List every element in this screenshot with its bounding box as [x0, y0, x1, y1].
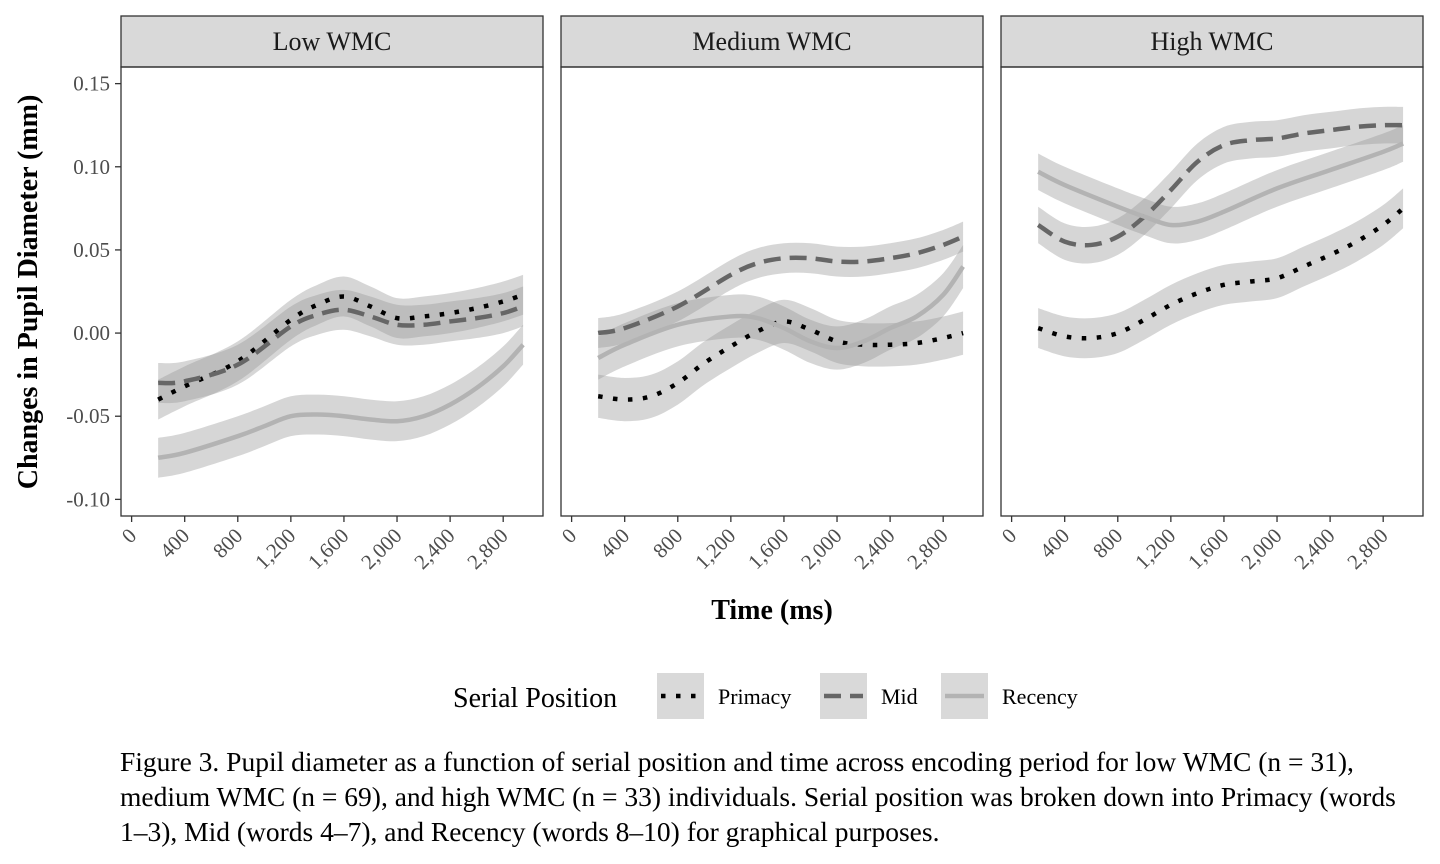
legend-title: Serial Position — [453, 683, 617, 714]
x-tick-label: 2,000 — [796, 524, 846, 574]
x-tick-label: 1,600 — [303, 524, 353, 574]
panel-border — [560, 66, 984, 517]
y-axis-title: Changes in Pupil Diameter (mm) — [13, 95, 44, 490]
x-tick-label: 2,400 — [1289, 524, 1339, 574]
x-tick-label: 400 — [155, 524, 194, 563]
x-tick-label: 0 — [557, 524, 581, 548]
faceted-line-chart: Changes in Pupil Diameter (mm) -0.10 -0.05… — [13, 15, 1424, 719]
confidence-band-recency — [1038, 125, 1404, 244]
figure-caption: Figure 3. Pupil diameter as a function o… — [120, 746, 1396, 847]
legend: Serial Position Primacy Mid Recency — [453, 673, 1078, 719]
x-tick-label: 400 — [1035, 524, 1074, 563]
panel-high-wmc: High WMC 0 400 800 1,200 1,600 2,000 2,400 2,800 — [997, 15, 1424, 574]
x-axis: 0 400 800 1,200 1,600 2,000 2,400 2,800 — [117, 516, 513, 574]
series-line-recency — [597, 265, 965, 361]
x-tick-label: 2,000 — [356, 524, 406, 574]
x-tick-label: 1,200 — [690, 524, 740, 574]
series-line-primacy — [1037, 206, 1405, 341]
legend-label-recency: Recency — [1002, 684, 1078, 709]
confidence-band-mid — [598, 221, 964, 349]
x-tick-label: 0 — [117, 524, 141, 548]
confidence-band-mid — [158, 286, 524, 404]
x-tick-label: 400 — [595, 524, 634, 563]
x-tick-label: 800 — [208, 524, 247, 563]
facet-strip-label: High WMC — [1150, 27, 1273, 56]
confidence-band-primacy — [598, 299, 964, 422]
series-line-mid — [597, 234, 964, 336]
confidence-band-mid — [1038, 106, 1404, 264]
legend-label-primacy: Primacy — [718, 684, 791, 709]
legend-label-mid: Mid — [881, 684, 918, 709]
x-tick-label: 0 — [997, 524, 1021, 548]
x-axis: 0 400 800 1,200 1,600 2,000 2,400 2,800 — [997, 516, 1393, 574]
y-tick-label: 0.15 — [73, 72, 110, 96]
series-line-mid — [1036, 122, 1404, 248]
facet-strip-label: Low WMC — [273, 27, 392, 56]
x-tick-label: 2,800 — [902, 524, 952, 574]
facet-strip — [560, 15, 984, 68]
x-tick-label: 2,400 — [409, 524, 459, 574]
x-tick-label: 2,800 — [1342, 524, 1392, 574]
series-line-recency — [157, 343, 525, 461]
y-tick-label: 0.05 — [73, 238, 110, 262]
panel-border — [120, 66, 544, 517]
series-line-primacy — [597, 319, 964, 402]
panel-low-wmc: Low WMC 0 400 800 1,200 1,600 2,000 2,400 2,800 — [117, 15, 544, 574]
confidence-band-primacy — [1038, 188, 1404, 359]
x-axis: 0 400 800 1,200 1,600 2,000 2,400 2,800 — [557, 516, 953, 574]
x-tick-label: 800 — [1088, 524, 1127, 563]
plot-area — [157, 274, 525, 478]
series-line-recency — [1037, 141, 1404, 228]
confidence-band-recency — [158, 324, 524, 478]
confidence-band-primacy — [158, 274, 524, 420]
y-tick-label: 0.00 — [73, 321, 110, 345]
y-tick-label: 0.10 — [73, 155, 110, 179]
y-tick-label: -0.10 — [66, 487, 110, 511]
series-line-primacy — [157, 292, 524, 402]
x-tick-label: 1,200 — [1130, 524, 1180, 574]
y-axis: -0.10 -0.05 0.00 0.05 0.10 0.15 — [66, 72, 121, 511]
series-line-mid — [158, 304, 524, 386]
x-tick-label: 1,600 — [743, 524, 793, 574]
x-tick-label: 2,800 — [462, 524, 512, 574]
plot-area — [597, 221, 965, 422]
x-tick-label: 1,600 — [1183, 524, 1233, 574]
x-tick-label: 1,200 — [250, 524, 300, 574]
confidence-band-recency — [598, 244, 964, 380]
x-tick-label: 800 — [648, 524, 687, 563]
y-tick-label: -0.05 — [66, 404, 110, 428]
panel-border — [1000, 66, 1424, 517]
plot-area — [1036, 106, 1405, 359]
x-tick-label: 2,400 — [849, 524, 899, 574]
x-axis-title: Time (ms) — [711, 595, 833, 626]
facet-strip-label: Medium WMC — [692, 27, 851, 56]
x-tick-label: 2,000 — [1236, 524, 1286, 574]
panel-medium-wmc: Medium WMC 0 400 800 1,200 1,600 2,000 2,400 2,8… — [557, 15, 984, 574]
facet-strip — [1000, 15, 1424, 68]
